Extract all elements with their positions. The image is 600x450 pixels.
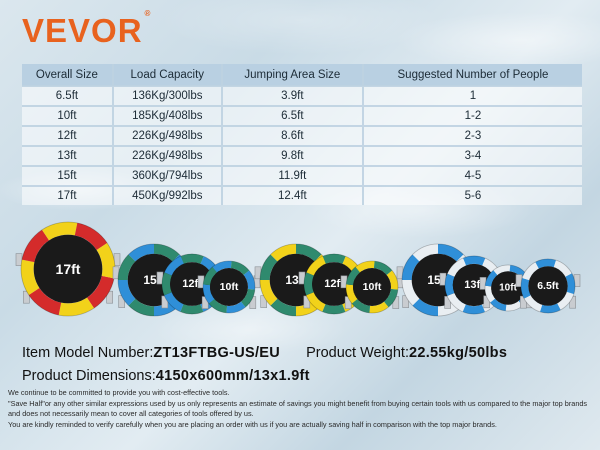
dims-label: Product Dimensions: [22,368,156,384]
model-label: Item Model Number: [22,345,154,361]
cell: 2-3 [361,125,582,146]
cell: 185Kg/408lbs [111,105,222,126]
disclaimer-line: You are kindly reminded to verify carefu… [8,419,497,429]
table-row: 13ft 226Kg/498lbs 9.8ft 3-4 [22,145,582,166]
registered-mark: ® [144,9,152,18]
model-value: ZT13FTBG-US/EU [153,345,281,361]
trampoline-size-label: 12ft [324,278,344,290]
dims-value: 4150x600mm/13x1.9ft [155,368,310,384]
disclaimer-line: "Save Half"or any other similar expressi… [8,398,588,419]
cell: 1 [361,85,582,106]
cell: 3-4 [361,145,582,166]
trampoline-size-label: 13ft [464,279,484,291]
dimensions-line: Product Dimensions:4150x600mm/13x1.9ft [22,368,310,384]
header-load-capacity: Load Capacity [111,64,222,86]
cell: 226Kg/498lbs [111,125,222,146]
cell: 12.4ft [220,185,363,205]
cell: 226Kg/498lbs [111,145,222,166]
trampoline-size-label: 17ft [56,261,81,277]
cell: 360Kg/794lbs [111,165,222,186]
cell: 11.9ft [220,165,363,186]
cell: 9.8ft [220,145,363,166]
cell: 3.9ft [220,85,363,106]
model-weight-line: Item Model Number:ZT13FTBG-US/EU Product… [22,345,507,361]
trampoline-size-label: 10ft [220,281,239,293]
cell: 136Kg/300lbs [111,85,222,106]
disclaimer: We continue to be committed to provide y… [8,388,596,430]
spec-table: Overall Size Load Capacity Jumping Area … [22,64,582,205]
cell: 5-6 [361,185,582,205]
header-jumping-area: Jumping Area Size [220,64,363,86]
vevor-logo: VEVOR ® [22,10,151,49]
trampoline-size-label: 10ft [499,283,517,294]
disclaimer-line: We continue to be committed to provide y… [8,388,230,397]
table-row: 12ft 226Kg/498lbs 8.6ft 2-3 [22,125,582,146]
cell: 6.5ft [220,105,363,126]
table-row: 6.5ft 136Kg/300lbs 3.9ft 1 [22,85,582,106]
trampoline-blue-white-3: 6.5ft [513,251,583,321]
table-row: 15ft 360Kg/794lbs 11.9ft 4-5 [22,165,582,186]
brand-name: VEVOR [22,12,143,49]
trampoline-size-label: 10ft [363,281,382,293]
cell: 15ft [22,165,113,186]
trampoline-red-yellow-0: 17ft [13,214,123,324]
trampoline-size-label: 6.5ft [537,280,559,292]
weight-value: 22.55kg/50lbs [408,345,508,361]
cell: 13ft [22,145,113,166]
table-header-row: Overall Size Load Capacity Jumping Area … [22,64,582,86]
table-row: 10ft 185Kg/408lbs 6.5ft 1-2 [22,105,582,126]
trampoline-green-blue-2: 10ft [195,253,263,321]
trampoline-green-yellow-1: 12ft [296,246,372,322]
header-people: Suggested Number of People [361,64,582,86]
cell: 450Kg/992lbs [111,185,222,205]
header-overall-size: Overall Size [22,64,113,86]
cell: 1-2 [361,105,582,126]
table-row: 17ft 450Kg/992lbs 12.4ft 5-6 [22,185,582,205]
cell: 10ft [22,105,113,126]
cell: 17ft [22,185,113,205]
cell: 12ft [22,125,113,146]
cell: 8.6ft [220,125,363,146]
cell: 6.5ft [22,85,113,106]
weight-label: Product Weight: [306,345,409,361]
trampoline-green-yellow-2: 10ft [338,253,406,321]
trampoline-size-label: 12ft [182,278,202,290]
cell: 4-5 [361,165,582,186]
